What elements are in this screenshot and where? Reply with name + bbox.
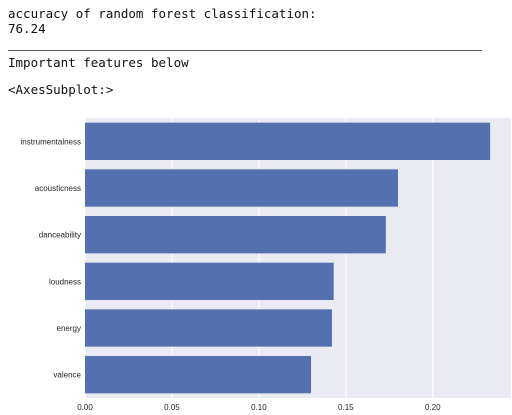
grid-lines (84, 118, 434, 398)
y-tick-label-instrumentalness: instrumentalness (21, 137, 81, 146)
bar-danceability (85, 216, 386, 254)
accuracy-value: 76.24 (8, 21, 46, 36)
y-tick-label-loudness: loudness (49, 277, 81, 286)
bar-acousticness (85, 169, 398, 207)
feature-importance-chart: instrumentalness acousticness danceability… (21, 118, 511, 412)
output-divider (8, 50, 482, 51)
x-tick-label: 0.10 (251, 403, 267, 412)
x-tick-label: 0.20 (425, 403, 441, 412)
y-tick-label-valence: valence (53, 371, 81, 380)
bar-loudness (85, 262, 334, 300)
features-heading: Important features below (8, 55, 189, 70)
plot-area (85, 118, 511, 398)
y-tick-label-danceability: danceability (39, 231, 81, 240)
bar-instrumentalness (85, 122, 491, 160)
bar-energy (85, 309, 332, 347)
x-tick-label: 0.05 (164, 403, 180, 412)
bar-valence (85, 356, 312, 394)
x-tick-label: 0.00 (77, 403, 93, 412)
accuracy-label: accuracy of random forest classification… (8, 6, 317, 21)
y-tick-label-energy: energy (57, 324, 81, 333)
y-tick-labels: instrumentalness acousticness danceability… (21, 137, 82, 379)
bars (85, 122, 491, 394)
axes-repr: <AxesSubplot:> (8, 82, 114, 97)
x-tick-labels: 0.00 0.05 0.10 0.15 0.20 (77, 403, 441, 412)
y-tick-label-acousticness: acousticness (35, 184, 81, 193)
x-tick-label: 0.15 (338, 403, 354, 412)
